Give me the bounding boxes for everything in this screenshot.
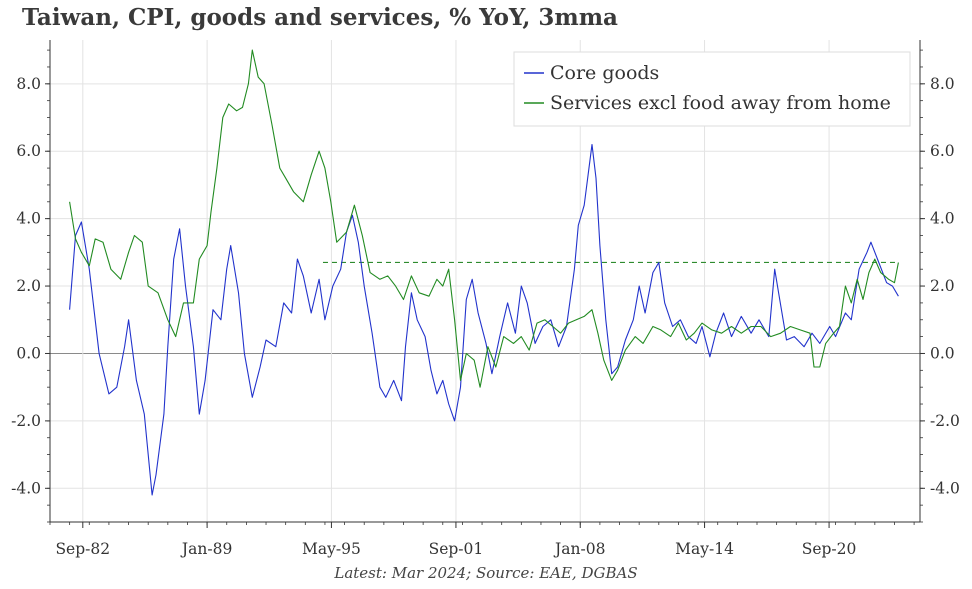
gridlines	[50, 40, 920, 522]
series-line-core-goods	[69, 143, 899, 496]
legend-label-services: Services excl food away from home	[550, 92, 891, 114]
series-lines	[69, 49, 899, 496]
y-tick-label-right: 6.0	[930, 142, 955, 160]
y-tick-label-right: 4.0	[930, 210, 955, 228]
source-note: Latest: Mar 2024; Source: EAE, DGBAS	[334, 564, 638, 582]
y-tick-label-left: 8.0	[16, 75, 41, 93]
legend: Core goods Services excl food away from h…	[513, 51, 911, 127]
y-tick-label-left: -2.0	[11, 412, 41, 430]
y-tick-label-right: 0.0	[930, 344, 955, 362]
y-tick-label-right: 2.0	[930, 277, 955, 295]
y-tick-label-left: 4.0	[16, 210, 41, 228]
x-tick-label: Jan-89	[180, 540, 232, 558]
x-tick-label: Sep-20	[802, 540, 857, 558]
x-tick-label: Jan-08	[553, 540, 605, 558]
x-tick-label: May-14	[675, 540, 734, 558]
y-tick-label-right: -4.0	[930, 479, 960, 497]
series-line-services	[69, 49, 899, 388]
x-tick-label: Sep-01	[429, 540, 484, 558]
chart-title: Taiwan, CPI, goods and services, % YoY, …	[22, 4, 618, 31]
x-tick-label: Sep-82	[55, 540, 110, 558]
x-tick-label: May-95	[302, 540, 361, 558]
y-tick-label-left: 6.0	[16, 142, 41, 160]
y-tick-label-left: 0.0	[16, 344, 41, 362]
legend-label-core-goods: Core goods	[550, 62, 659, 84]
y-tick-label-right: 8.0	[930, 75, 955, 93]
y-tick-label-left: 2.0	[16, 277, 41, 295]
y-tick-label-right: -2.0	[930, 412, 960, 430]
y-tick-label-left: -4.0	[11, 479, 41, 497]
legend-box	[513, 51, 911, 127]
axes: -4.0 -4.0 -2.0 -2.0 0.0 0.0 2.0 2.0 4.0 4.0 6.0 6.0…	[11, 40, 960, 558]
